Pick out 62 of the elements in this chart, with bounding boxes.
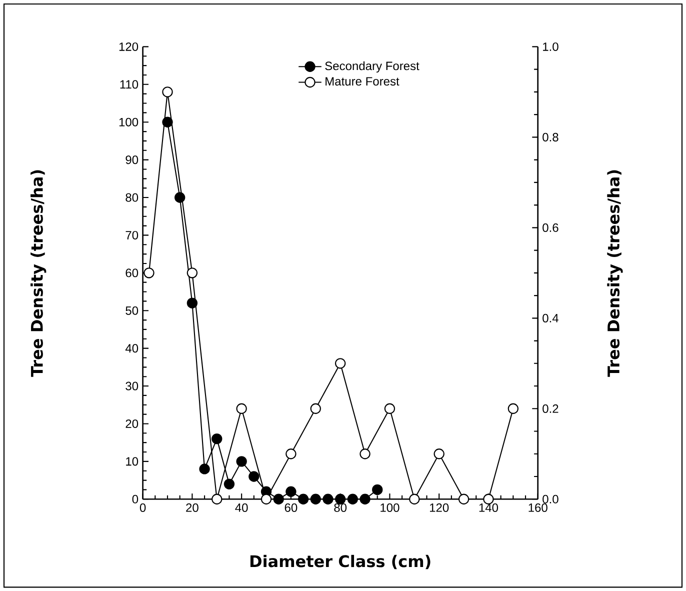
y2-axis-title: Tree Density (trees/ha) bbox=[607, 170, 623, 377]
x-tick-label: 40 bbox=[235, 503, 248, 512]
y2-tick-label: 0.0 bbox=[542, 494, 558, 504]
point bbox=[310, 494, 321, 504]
point bbox=[273, 494, 284, 504]
point bbox=[162, 86, 173, 98]
x-tick-label: 120 bbox=[430, 503, 449, 512]
x-tick-label: 140 bbox=[479, 503, 498, 512]
point bbox=[322, 494, 334, 504]
y2-tick-label: 0.6 bbox=[542, 223, 558, 232]
y-tick-label: 50 bbox=[126, 306, 138, 315]
y-tick-label: 0 bbox=[132, 494, 138, 504]
y2-tick-label: 1.0 bbox=[543, 42, 558, 51]
legend-label: Mature Forest bbox=[326, 77, 400, 86]
point bbox=[286, 486, 296, 497]
y-tick-label: 70 bbox=[126, 230, 138, 240]
y-tick-label: 20 bbox=[126, 419, 138, 428]
y-tick-label: 90 bbox=[126, 155, 138, 164]
x-tick-label: 160 bbox=[528, 503, 548, 512]
x-axis-title: Diameter Class (cm) bbox=[250, 554, 430, 570]
point bbox=[298, 494, 309, 504]
y-tick-label: 100 bbox=[119, 118, 138, 126]
x-tick-label: 60 bbox=[284, 503, 298, 512]
y-tick-label: 10 bbox=[126, 457, 138, 466]
point bbox=[212, 494, 222, 504]
point bbox=[212, 433, 222, 444]
point bbox=[372, 484, 383, 495]
point bbox=[144, 267, 154, 278]
point bbox=[334, 358, 346, 369]
point bbox=[347, 494, 358, 504]
point bbox=[384, 403, 396, 414]
y-tick-label: 40 bbox=[125, 344, 138, 352]
y-tick-label: 80 bbox=[126, 193, 138, 202]
x-tick-label: 20 bbox=[186, 503, 198, 512]
y-tick-label: 60 bbox=[126, 268, 138, 278]
point bbox=[224, 478, 235, 490]
legend-label: Secondary Forest bbox=[325, 61, 420, 72]
y2-tick-label: 0.4 bbox=[542, 314, 558, 322]
x-tick-label: 100 bbox=[380, 503, 400, 512]
y-tick-label: 120 bbox=[119, 42, 138, 51]
y2-tick-label: 0.2 bbox=[542, 404, 558, 413]
point bbox=[286, 448, 296, 460]
point bbox=[409, 494, 420, 504]
point bbox=[360, 448, 370, 460]
x-tick-label: 80 bbox=[334, 503, 347, 512]
point bbox=[236, 456, 247, 467]
point bbox=[360, 494, 370, 504]
y-tick-label: 110 bbox=[120, 80, 138, 89]
point bbox=[434, 448, 444, 460]
y2-tick-label: 0.8 bbox=[542, 132, 558, 142]
point bbox=[260, 494, 272, 504]
point bbox=[508, 403, 519, 414]
point bbox=[458, 494, 470, 504]
point bbox=[310, 403, 321, 414]
point bbox=[236, 403, 247, 414]
point bbox=[186, 267, 198, 278]
x-tick-label: 0 bbox=[140, 503, 146, 512]
point bbox=[186, 298, 198, 308]
y-axis-title: Tree Density (trees/ha) bbox=[30, 170, 46, 377]
point bbox=[248, 471, 260, 482]
point bbox=[199, 464, 210, 474]
y-tick-label: 30 bbox=[126, 382, 138, 390]
